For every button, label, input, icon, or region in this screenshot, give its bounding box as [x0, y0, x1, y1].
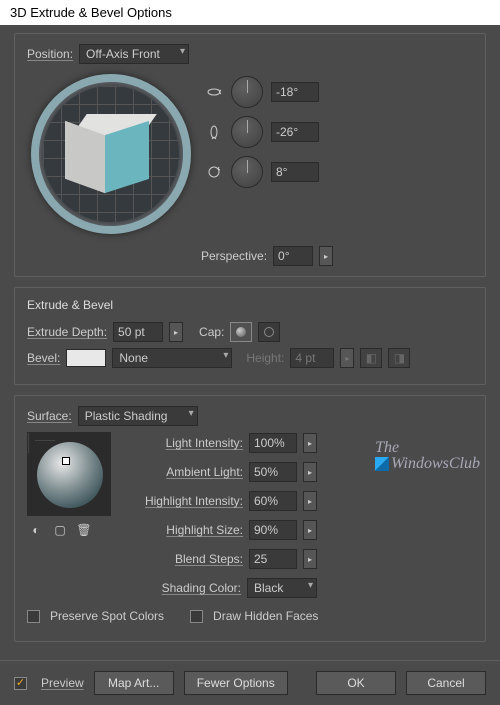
- cap-off-button[interactable]: [258, 322, 280, 342]
- highlight-size-input[interactable]: [249, 520, 297, 540]
- map-art-button[interactable]: Map Art...: [94, 671, 174, 695]
- dialog-title: 3D Extrude & Bevel Options: [0, 0, 500, 25]
- rotate-y-input[interactable]: [271, 122, 319, 142]
- surface-label: Surface:: [27, 409, 72, 423]
- draw-hidden-checkbox[interactable]: [190, 610, 203, 623]
- new-light-icon[interactable]: ▢: [51, 522, 69, 538]
- bevel-height-label: Height:: [246, 351, 284, 365]
- bevel-in-icon: ◧: [360, 348, 382, 368]
- surface-section: Surface: Plastic Shading ◐ ▢ 🗑: [14, 395, 486, 642]
- orientation-preview[interactable]: [31, 74, 191, 234]
- light-back-icon[interactable]: ◐: [27, 522, 45, 538]
- light-intensity-input[interactable]: [249, 433, 297, 453]
- extrude-bevel-section: Extrude & Bevel Extrude Depth: ▸ Cap: Be…: [14, 287, 486, 385]
- bevel-dropdown[interactable]: None: [112, 348, 232, 368]
- ambient-light-input[interactable]: [249, 462, 297, 482]
- highlight-intensity-label: Highlight Intensity:: [125, 494, 243, 508]
- rotate-x-dial[interactable]: [231, 76, 263, 108]
- shading-color-label: Shading Color:: [123, 581, 241, 595]
- bevel-label: Bevel:: [27, 351, 60, 365]
- delete-light-icon[interactable]: 🗑: [75, 522, 93, 538]
- rotate-z-icon: [205, 163, 223, 181]
- blend-steps-input[interactable]: [249, 549, 297, 569]
- preserve-spot-checkbox[interactable]: [27, 610, 40, 623]
- cap-label: Cap:: [199, 325, 224, 339]
- extrude-depth-label: Extrude Depth:: [27, 325, 107, 339]
- rotate-z-dial[interactable]: [231, 156, 263, 188]
- shading-color-dropdown[interactable]: Black: [247, 578, 317, 598]
- highlight-intensity-input[interactable]: [249, 491, 297, 511]
- extrude-depth-input[interactable]: [113, 322, 163, 342]
- highlight-size-stepper[interactable]: ▸: [303, 520, 317, 540]
- light-sphere[interactable]: [27, 432, 111, 516]
- ambient-light-stepper[interactable]: ▸: [303, 462, 317, 482]
- extrude-bevel-title: Extrude & Bevel: [27, 298, 473, 312]
- preserve-spot-label: Preserve Spot Colors: [50, 609, 164, 623]
- position-label: Position:: [27, 47, 73, 61]
- rotate-y-icon: [205, 123, 223, 141]
- draw-hidden-label: Draw Hidden Faces: [213, 609, 318, 623]
- preview-checkbox[interactable]: [14, 677, 27, 690]
- rotate-y-dial[interactable]: [231, 116, 263, 148]
- rotate-x-icon: [205, 83, 223, 101]
- fewer-options-button[interactable]: Fewer Options: [184, 671, 288, 695]
- ok-button[interactable]: OK: [316, 671, 396, 695]
- perspective-input[interactable]: [273, 246, 313, 266]
- dialog-footer: Preview Map Art... Fewer Options OK Canc…: [0, 660, 500, 705]
- position-section: Position: Off-Axis Front: [14, 33, 486, 277]
- blend-steps-label: Blend Steps:: [125, 552, 243, 566]
- highlight-size-label: Highlight Size:: [125, 523, 243, 537]
- blend-steps-stepper[interactable]: ▸: [303, 549, 317, 569]
- surface-dropdown[interactable]: Plastic Shading: [78, 406, 198, 426]
- highlight-intensity-stepper[interactable]: ▸: [303, 491, 317, 511]
- extrude-depth-stepper[interactable]: ▸: [169, 322, 183, 342]
- preview-label: Preview: [41, 676, 84, 690]
- perspective-label: Perspective:: [201, 249, 267, 263]
- cancel-button[interactable]: Cancel: [406, 671, 486, 695]
- light-intensity-stepper[interactable]: ▸: [303, 433, 317, 453]
- ambient-light-label: Ambient Light:: [125, 465, 243, 479]
- light-handle[interactable]: [62, 457, 70, 465]
- cube-preview: [73, 114, 151, 192]
- bevel-swatch: [66, 349, 106, 367]
- light-intensity-label: Light Intensity:: [125, 436, 243, 450]
- position-dropdown[interactable]: Off-Axis Front: [79, 44, 189, 64]
- bevel-out-icon: ◨: [388, 348, 410, 368]
- bevel-height-stepper: ▸: [340, 348, 354, 368]
- cap-on-button[interactable]: [230, 322, 252, 342]
- rotate-x-input[interactable]: [271, 82, 319, 102]
- rotate-z-input[interactable]: [271, 162, 319, 182]
- bevel-height-input: [290, 348, 334, 368]
- perspective-stepper[interactable]: ▸: [319, 246, 333, 266]
